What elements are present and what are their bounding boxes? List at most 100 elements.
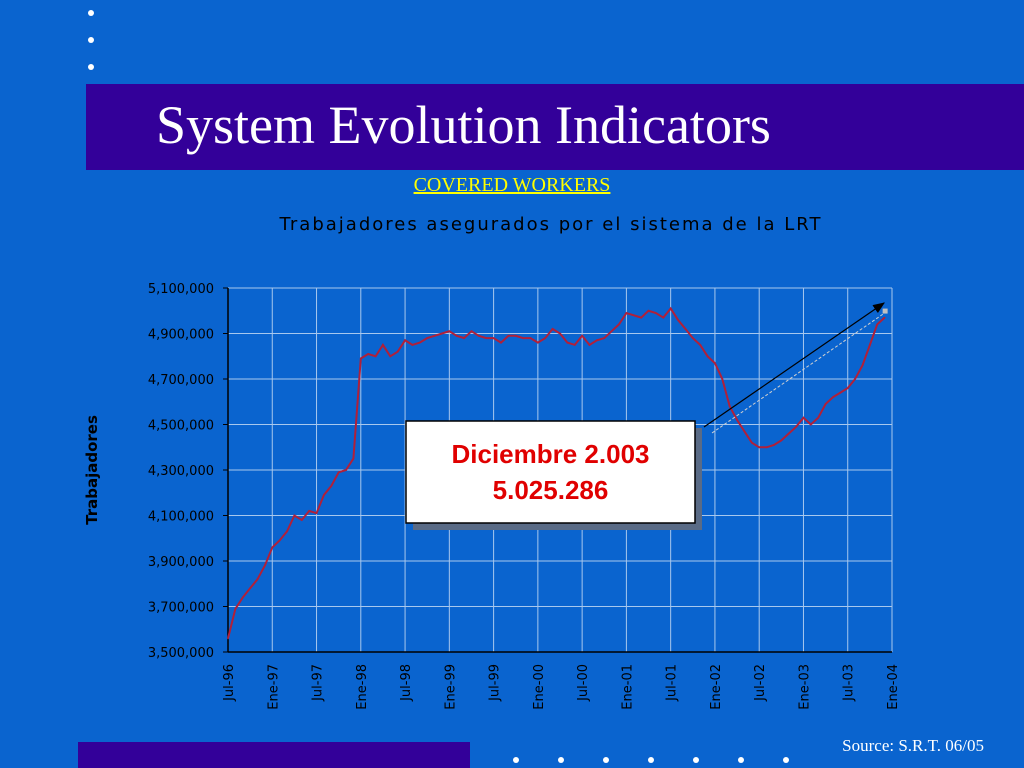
data-point — [618, 323, 620, 326]
data-point — [330, 485, 333, 487]
data-point — [286, 530, 288, 533]
data-point — [478, 335, 480, 337]
y-tick-label: 3,500,000 — [148, 646, 214, 661]
callout-pointer — [711, 311, 887, 434]
data-point — [662, 316, 665, 319]
x-tick-label: Ene-04 — [886, 664, 901, 710]
dot — [513, 757, 519, 763]
data-point — [588, 344, 591, 346]
y-tick-label: 4,700,000 — [148, 373, 214, 388]
data-point — [765, 446, 768, 449]
data-point — [846, 387, 849, 389]
y-axis-label: Trabajadores — [83, 415, 101, 525]
y-tick-label: 4,900,000 — [148, 328, 214, 343]
y-tick-label: 3,900,000 — [148, 555, 214, 570]
data-point — [367, 353, 370, 355]
data-point — [721, 378, 724, 380]
data-point — [655, 312, 657, 314]
data-point — [714, 362, 716, 364]
data-point — [463, 337, 465, 339]
data-point — [787, 432, 790, 435]
dot — [648, 757, 654, 763]
data-point — [810, 423, 812, 426]
dot — [738, 757, 744, 763]
dot — [88, 64, 94, 70]
data-point — [433, 335, 436, 337]
chart-title: Trabajadores asegurados por el sistema d… — [279, 214, 823, 235]
y-tick-label: 4,100,000 — [148, 510, 214, 525]
data-point — [301, 519, 303, 521]
dot — [693, 757, 699, 763]
dot — [783, 757, 789, 763]
data-point — [396, 350, 399, 353]
data-point — [876, 323, 878, 326]
data-point — [758, 446, 760, 449]
data-point — [551, 328, 554, 330]
y-tick-label: 3,700,000 — [148, 601, 214, 616]
callout-value: 5.025.286 — [493, 475, 609, 505]
dot — [558, 757, 564, 763]
data-point — [699, 344, 701, 346]
data-point — [684, 328, 687, 330]
x-tick-label: Jul-99 — [488, 664, 503, 702]
data-point — [249, 587, 251, 590]
data-point — [640, 316, 642, 319]
x-tick-label: Jul-01 — [665, 664, 680, 702]
data-point — [293, 514, 296, 517]
data-point — [492, 337, 495, 339]
x-tick-label: Ene-02 — [709, 664, 724, 710]
data-point — [234, 608, 237, 610]
data-point — [633, 314, 635, 317]
data-point — [574, 344, 576, 346]
data-point — [227, 637, 229, 640]
data-point — [817, 416, 819, 419]
data-point — [264, 564, 266, 567]
dot — [88, 37, 94, 43]
x-tick-label: Jul-96 — [222, 664, 237, 702]
data-point — [448, 330, 451, 333]
callout-endpoint — [882, 308, 888, 314]
data-point — [256, 578, 259, 580]
data-point — [625, 312, 628, 314]
slide-title: System Evolution Indicators — [156, 95, 771, 155]
data-point — [669, 307, 672, 310]
data-point — [323, 494, 325, 496]
y-tick-label: 4,300,000 — [148, 464, 214, 479]
data-point — [883, 316, 886, 319]
x-tick-label: Jul-97 — [311, 664, 326, 702]
x-tick-label: Ene-03 — [797, 664, 812, 710]
data-point — [839, 391, 842, 394]
data-point — [728, 405, 731, 408]
dot — [603, 757, 609, 763]
data-point — [271, 546, 274, 549]
data-point — [736, 419, 738, 421]
data-point — [455, 335, 458, 337]
data-point — [514, 335, 517, 337]
data-point — [360, 357, 362, 360]
x-tick-label: Jul-02 — [753, 664, 768, 702]
data-point — [352, 457, 355, 460]
data-point — [610, 330, 613, 333]
slide-subtitle: COVERED WORKERS — [413, 174, 611, 196]
x-tick-label: Ene-99 — [443, 664, 458, 710]
source-note: Source: S.R.T. 06/05 — [842, 736, 984, 755]
data-point — [861, 364, 864, 367]
dot — [88, 10, 94, 16]
data-point — [795, 426, 797, 428]
data-point — [537, 341, 539, 344]
callout-date: Diciembre 2.003 — [451, 439, 649, 469]
data-point — [706, 355, 709, 358]
data-point — [485, 337, 488, 339]
data-point — [308, 510, 311, 512]
data-point — [692, 337, 694, 339]
series-line — [227, 306, 886, 639]
data-point — [596, 339, 598, 342]
x-tick-label: Ene-98 — [355, 664, 370, 710]
data-point — [315, 512, 318, 514]
data-point — [500, 341, 502, 344]
bottom-band — [78, 742, 470, 768]
data-point — [382, 344, 384, 346]
data-point — [780, 439, 783, 442]
data-point — [559, 332, 561, 335]
